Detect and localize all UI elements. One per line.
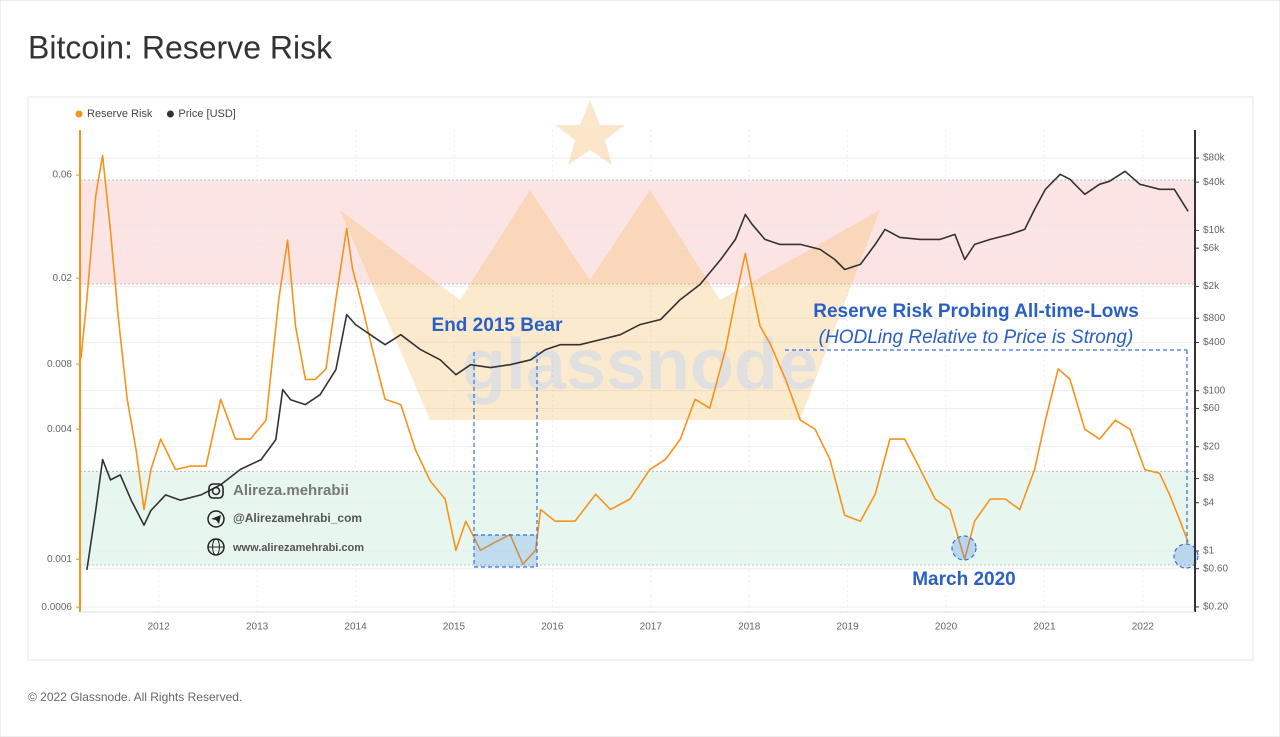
x-tick-label: 2016 [541, 622, 564, 633]
series-line [80, 154, 1189, 565]
y2-tick-label: $800 [1203, 313, 1226, 324]
instagram-icon [208, 483, 224, 499]
y2-tick-label: $10k [1203, 225, 1226, 236]
x-tick-label: 2020 [935, 622, 958, 633]
highlight-circle [951, 535, 977, 561]
page-title: Bitcoin: Reserve Risk [28, 29, 333, 65]
highlights [473, 349, 1199, 569]
x-tick-label: 2012 [148, 622, 171, 633]
watermark-instagram: Alireza.mehrabii [233, 482, 349, 499]
y2-tick-label: $4 [1203, 497, 1215, 508]
y2-tick-label: $80k [1203, 153, 1226, 164]
y2-tick-label: $8 [1203, 473, 1215, 484]
y2-tick-label: $2k [1203, 281, 1220, 292]
telegram-icon [207, 510, 225, 528]
legend-marker [75, 110, 83, 118]
watermark: glassnode [340, 100, 880, 420]
watermark-telegram: @Alirezamehrabi_com [233, 511, 362, 525]
y-tick-label: 0.06 [53, 170, 73, 181]
y2-tick-label: $60 [1203, 403, 1220, 414]
y2-tick-label: $1 [1203, 546, 1215, 557]
grid: 0.0006 0.001 0.004 0.008 0.02 0.06 $0.20 $0.60 $… [41, 130, 1228, 633]
y2-tick-label: $20 [1203, 441, 1220, 452]
x-tick-label: 2019 [836, 622, 859, 633]
x-tick-label: 2021 [1033, 622, 1056, 633]
legend: Reserve Risk Price [USD] [75, 108, 236, 120]
x-tick-label: 2017 [640, 622, 663, 633]
annotation: End 2015 Bear [432, 315, 564, 336]
legend-label: Price [USD] [178, 108, 235, 120]
x-tick-label: 2013 [246, 622, 269, 633]
y-tick-label: 0.02 [53, 273, 73, 284]
highlight-circle [1173, 543, 1199, 569]
y-tick-label: 0.008 [47, 359, 72, 370]
watermark-crown [340, 190, 880, 420]
annotation: (HODLing Relative to Price is Strong) [819, 327, 1134, 348]
y2-tick-label: $0.60 [1203, 563, 1228, 574]
watermark-brand: glassnode [462, 325, 818, 405]
x-tick-label: 2018 [738, 622, 761, 633]
legend-marker [166, 110, 174, 118]
y2-tick-label: $0.20 [1203, 602, 1228, 613]
instagram-icon [211, 486, 221, 496]
x-tick-label: 2022 [1132, 622, 1155, 633]
watermark-website: www.alirezamehrabi.com [232, 542, 364, 554]
x-tick-label: 2014 [344, 622, 367, 633]
series-line [86, 170, 1189, 571]
y-tick-label: 0.004 [47, 424, 72, 435]
highlight-box [473, 534, 538, 568]
y2-tick-label: $40k [1203, 177, 1226, 188]
telegram-icon [211, 515, 221, 524]
risk-band [80, 180, 1195, 284]
legend-label: Reserve Risk [87, 108, 153, 120]
chart-card [27, 96, 1254, 661]
lines [80, 154, 1189, 571]
y-tick-label: 0.001 [47, 554, 72, 565]
y2-tick-label: $400 [1203, 337, 1226, 348]
y2-tick-label: $100 [1203, 385, 1226, 396]
x-tick-label: 2015 [443, 622, 466, 633]
y2-tick-label: $6k [1203, 243, 1220, 254]
watermark-star [555, 100, 625, 165]
annotation: March 2020 [912, 569, 1016, 590]
social-watermark: Alireza.mehrabii @Alirezamehrabi_com www… [207, 482, 364, 556]
annotation: Reserve Risk Probing All-time-Lows [813, 301, 1139, 322]
y-tick-label: 0.0006 [41, 602, 72, 613]
footer: © 2022 Glassnode. All Rights Reserved. [28, 690, 242, 704]
